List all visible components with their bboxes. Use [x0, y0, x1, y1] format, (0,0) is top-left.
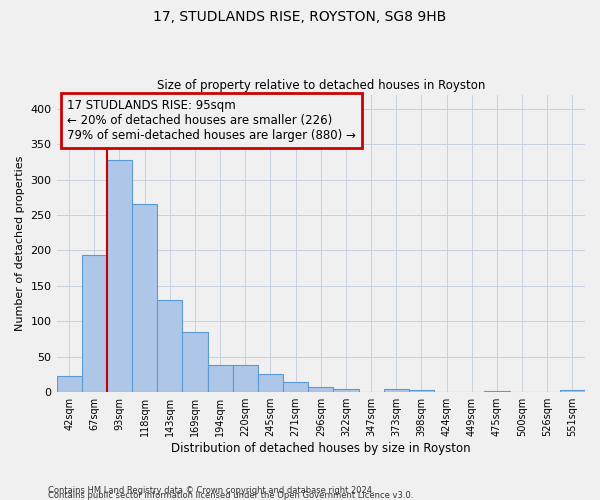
Bar: [383, 390, 409, 392]
X-axis label: Distribution of detached houses by size in Royston: Distribution of detached houses by size …: [171, 442, 470, 455]
Bar: [56, 376, 82, 392]
Bar: [182, 332, 208, 392]
Title: Size of property relative to detached houses in Royston: Size of property relative to detached ho…: [157, 79, 485, 92]
Bar: [283, 382, 308, 392]
Bar: [157, 300, 182, 392]
Bar: [484, 391, 509, 392]
Y-axis label: Number of detached properties: Number of detached properties: [15, 156, 25, 331]
Bar: [132, 204, 157, 392]
Bar: [258, 374, 283, 392]
Text: 17 STUDLANDS RISE: 95sqm
← 20% of detached houses are smaller (226)
79% of semi-: 17 STUDLANDS RISE: 95sqm ← 20% of detach…: [67, 99, 356, 142]
Bar: [82, 256, 107, 392]
Text: Contains HM Land Registry data © Crown copyright and database right 2024.: Contains HM Land Registry data © Crown c…: [48, 486, 374, 495]
Bar: [233, 366, 258, 392]
Bar: [107, 160, 132, 392]
Bar: [409, 390, 434, 392]
Text: 17, STUDLANDS RISE, ROYSTON, SG8 9HB: 17, STUDLANDS RISE, ROYSTON, SG8 9HB: [154, 10, 446, 24]
Text: Contains public sector information licensed under the Open Government Licence v3: Contains public sector information licen…: [48, 491, 413, 500]
Bar: [208, 366, 233, 392]
Bar: [308, 387, 334, 392]
Bar: [334, 388, 359, 392]
Bar: [560, 390, 585, 392]
